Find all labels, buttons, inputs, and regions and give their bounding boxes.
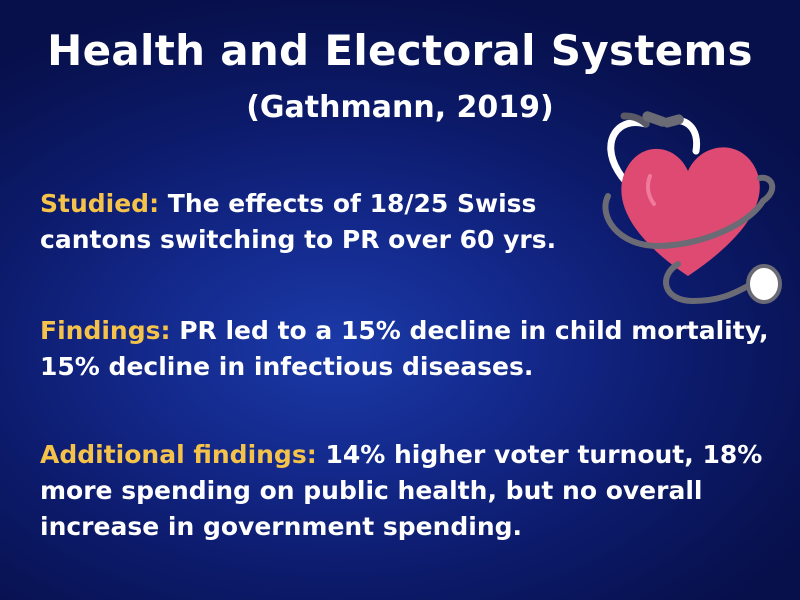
- stethoscope-heart-illustration: [602, 111, 782, 305]
- studied-block: Studied: The effects of 18/25 Swiss cant…: [40, 186, 570, 258]
- heart-icon: [621, 147, 760, 276]
- slide-title: Health and Electoral Systems: [47, 26, 753, 75]
- findings-label: Findings:: [40, 316, 171, 345]
- findings-text: PR led to a 15% decline in child mortali…: [40, 316, 769, 381]
- studied-text: The effects of 18/25 Swiss cantons switc…: [40, 189, 557, 254]
- additional-findings-label: Additional findings:: [40, 440, 317, 469]
- findings-block: Findings: PR led to a 15% decline in chi…: [40, 313, 780, 385]
- studied-label: Studied:: [40, 189, 160, 218]
- slide-subtitle: (Gathmann, 2019): [246, 90, 554, 125]
- additional-findings-block: Additional findings: 14% higher voter tu…: [40, 437, 790, 545]
- additional-findings-text: 14% higher voter turnout, 18% more spend…: [40, 440, 763, 541]
